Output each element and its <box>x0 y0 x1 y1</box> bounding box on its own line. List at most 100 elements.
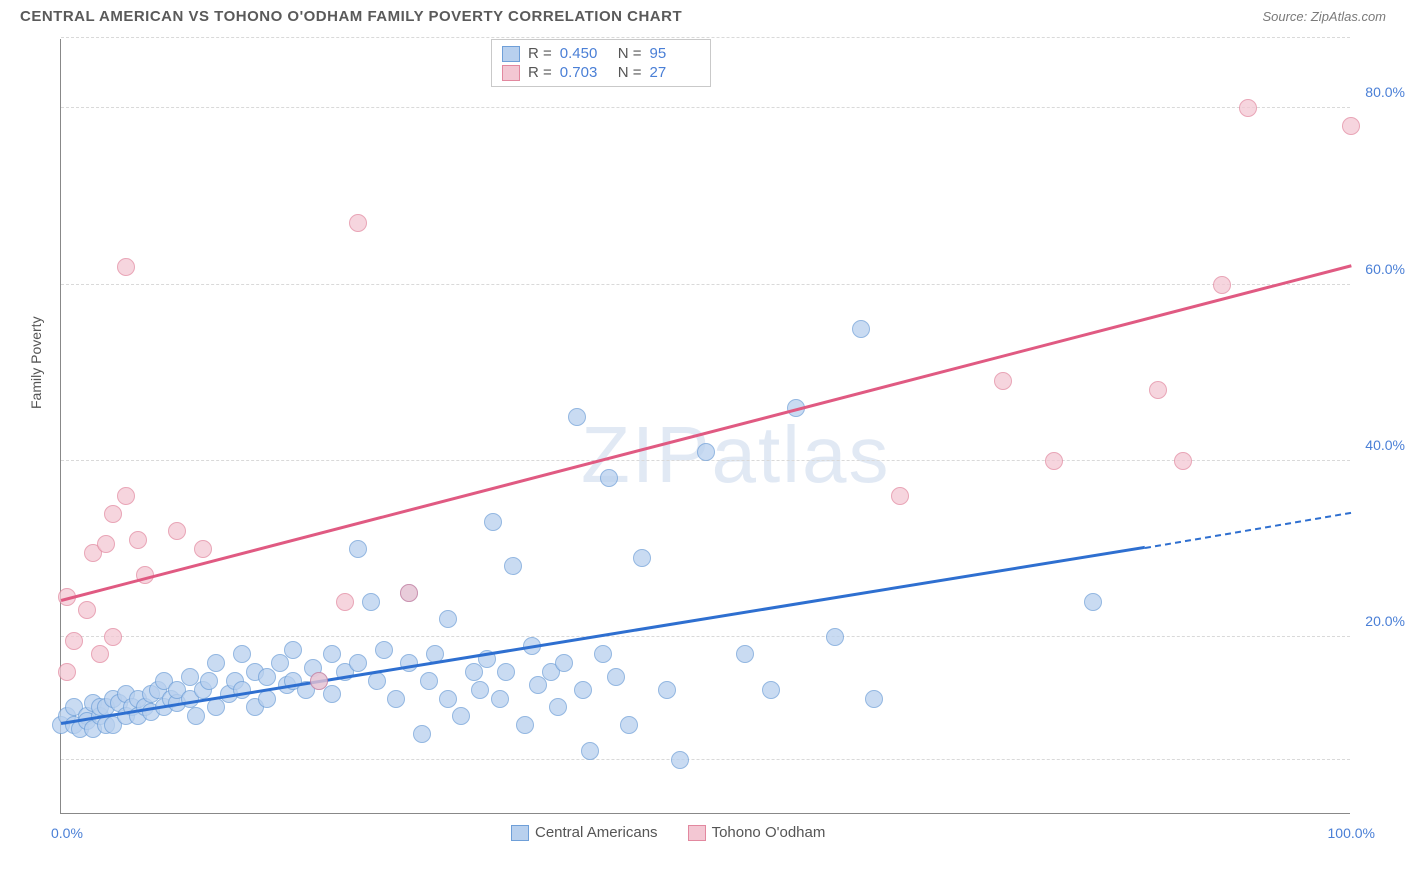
data-point <box>58 663 76 681</box>
data-point <box>1174 452 1192 470</box>
gridline <box>61 107 1350 108</box>
stats-legend: R = 0.450 N = 95 R = 0.703 N = 27 <box>491 39 711 87</box>
y-tick-label: 40.0% <box>1365 437 1405 453</box>
data-point <box>549 698 567 716</box>
stat-n-value: 27 <box>650 64 700 81</box>
stat-n-label: N = <box>618 64 642 81</box>
data-point <box>387 690 405 708</box>
gridline <box>61 37 1350 38</box>
data-point <box>207 654 225 672</box>
data-point <box>516 716 534 734</box>
data-point <box>581 742 599 760</box>
gridline <box>61 636 1350 637</box>
source-attribution: Source: ZipAtlas.com <box>1262 9 1386 24</box>
y-axis-label: Family Poverty <box>28 316 44 409</box>
data-point <box>400 584 418 602</box>
data-point <box>1239 99 1257 117</box>
gridline <box>61 759 1350 760</box>
x-tick-label: 100.0% <box>1328 825 1375 841</box>
stat-r-value: 0.703 <box>560 64 610 81</box>
data-point <box>310 672 328 690</box>
data-point <box>568 408 586 426</box>
stat-r-value: 0.450 <box>560 45 610 62</box>
data-point <box>439 610 457 628</box>
data-point <box>594 645 612 663</box>
data-point <box>233 645 251 663</box>
legend-swatch <box>688 825 706 841</box>
legend-label: Tohono O'odham <box>712 824 826 841</box>
data-point <box>620 716 638 734</box>
data-point <box>1149 381 1167 399</box>
data-point <box>117 487 135 505</box>
data-point <box>362 593 380 611</box>
data-point <box>697 443 715 461</box>
data-point <box>891 487 909 505</box>
data-point <box>368 672 386 690</box>
data-point <box>349 540 367 558</box>
data-point <box>104 628 122 646</box>
data-point <box>439 690 457 708</box>
data-point <box>420 672 438 690</box>
trend-line-extrapolated <box>1144 512 1351 549</box>
data-point <box>484 513 502 531</box>
plot-area: ZIPatlas R =0.450N =95R =0.703N =27 Cent… <box>60 39 1350 814</box>
trend-line <box>61 265 1352 602</box>
data-point <box>658 681 676 699</box>
data-point <box>607 668 625 686</box>
data-point <box>349 214 367 232</box>
y-tick-label: 60.0% <box>1365 261 1405 277</box>
data-point <box>65 632 83 650</box>
data-point <box>284 641 302 659</box>
data-point <box>1084 593 1102 611</box>
data-point <box>1045 452 1063 470</box>
data-point <box>258 690 276 708</box>
data-point <box>574 681 592 699</box>
gridline <box>61 284 1350 285</box>
data-point <box>187 707 205 725</box>
data-point <box>323 685 341 703</box>
legend-swatch <box>502 65 520 81</box>
stats-legend-row: R = 0.450 N = 95 <box>502 44 700 63</box>
data-point <box>336 593 354 611</box>
data-point <box>471 681 489 699</box>
legend-swatch <box>511 825 529 841</box>
series-legend: Central Americans Tohono O'odham <box>511 824 825 841</box>
data-point <box>194 540 212 558</box>
data-point <box>78 601 96 619</box>
data-point <box>491 690 509 708</box>
stat-n-value: 95 <box>650 45 700 62</box>
y-tick-label: 80.0% <box>1365 84 1405 100</box>
data-point <box>104 505 122 523</box>
legend-item: Central Americans <box>511 824 658 841</box>
data-point <box>349 654 367 672</box>
data-point <box>452 707 470 725</box>
data-point <box>826 628 844 646</box>
data-point <box>200 672 218 690</box>
data-point <box>994 372 1012 390</box>
stat-n-label: N = <box>618 45 642 62</box>
data-point <box>413 725 431 743</box>
data-point <box>323 645 341 663</box>
data-point <box>762 681 780 699</box>
data-point <box>600 469 618 487</box>
data-point <box>97 535 115 553</box>
data-point <box>865 690 883 708</box>
data-point <box>1213 276 1231 294</box>
chart-title: CENTRAL AMERICAN VS TOHONO O'ODHAM FAMIL… <box>20 8 682 25</box>
data-point <box>633 549 651 567</box>
data-point <box>117 258 135 276</box>
stat-r-label: R = <box>528 64 552 81</box>
stats-legend-row: R = 0.703 N = 27 <box>502 63 700 82</box>
stat-r-label: R = <box>528 45 552 62</box>
x-tick-label: 0.0% <box>51 825 83 841</box>
data-point <box>504 557 522 575</box>
legend-swatch <box>502 46 520 62</box>
data-point <box>671 751 689 769</box>
data-point <box>852 320 870 338</box>
data-point <box>736 645 754 663</box>
data-point <box>91 645 109 663</box>
data-point <box>497 663 515 681</box>
data-point <box>129 531 147 549</box>
legend-item: Tohono O'odham <box>688 824 826 841</box>
y-tick-label: 20.0% <box>1365 613 1405 629</box>
